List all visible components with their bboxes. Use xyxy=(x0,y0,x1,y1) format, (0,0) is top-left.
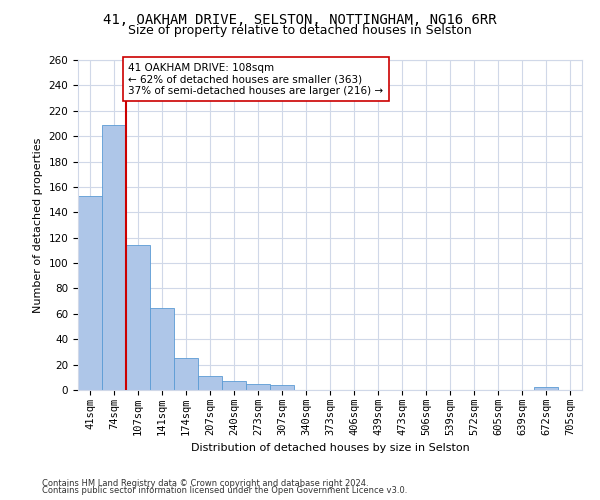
Text: 41, OAKHAM DRIVE, SELSTON, NOTTINGHAM, NG16 6RR: 41, OAKHAM DRIVE, SELSTON, NOTTINGHAM, N… xyxy=(103,12,497,26)
Bar xyxy=(174,358,198,390)
Bar xyxy=(270,385,294,390)
Text: Contains HM Land Registry data © Crown copyright and database right 2024.: Contains HM Land Registry data © Crown c… xyxy=(42,478,368,488)
Text: Contains public sector information licensed under the Open Government Licence v3: Contains public sector information licen… xyxy=(42,486,407,495)
Bar xyxy=(198,376,222,390)
Text: 41 OAKHAM DRIVE: 108sqm
← 62% of detached houses are smaller (363)
37% of semi-d: 41 OAKHAM DRIVE: 108sqm ← 62% of detache… xyxy=(128,62,383,96)
X-axis label: Distribution of detached houses by size in Selston: Distribution of detached houses by size … xyxy=(191,444,469,454)
Text: Size of property relative to detached houses in Selston: Size of property relative to detached ho… xyxy=(128,24,472,37)
Bar xyxy=(222,381,246,390)
Y-axis label: Number of detached properties: Number of detached properties xyxy=(33,138,43,312)
Bar xyxy=(126,246,150,390)
Bar xyxy=(78,196,102,390)
Bar xyxy=(534,388,558,390)
Bar xyxy=(150,308,174,390)
Bar xyxy=(102,124,126,390)
Bar xyxy=(246,384,270,390)
